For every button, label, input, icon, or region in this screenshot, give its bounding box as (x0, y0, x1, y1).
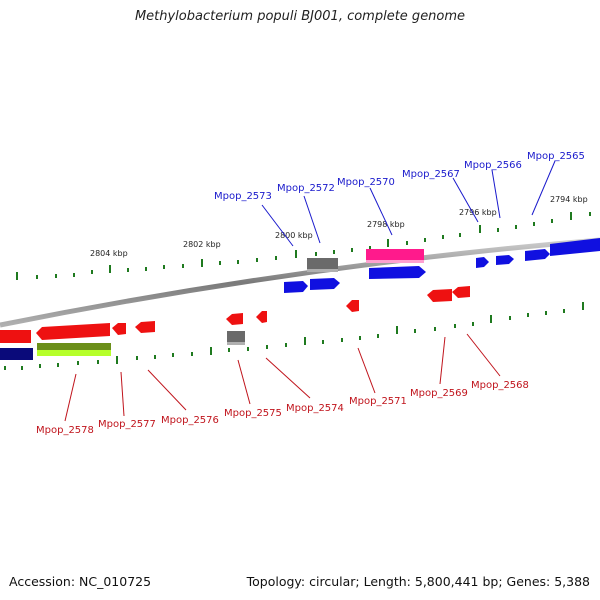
gene-reverse[interactable] (226, 313, 243, 325)
gene-forward[interactable] (369, 266, 426, 279)
gene-forward[interactable] (550, 238, 600, 256)
gene-label-top[interactable]: Mpop_2573 (214, 191, 272, 202)
gene-reverse[interactable] (427, 289, 452, 302)
reverse-strand-genes (0, 286, 470, 360)
gene-label-bottom[interactable]: Mpop_2571 (349, 396, 407, 407)
callout-lines-bottom (64, 333, 501, 422)
gene-label-top[interactable]: Mpop_2570 (337, 177, 395, 188)
gene-reverse[interactable] (36, 323, 110, 340)
gene-reverse[interactable] (256, 311, 267, 323)
gene-label-bottom[interactable]: Mpop_2578 (36, 425, 94, 436)
gene-navy[interactable] (0, 348, 33, 360)
gene-forward[interactable] (525, 249, 550, 261)
kbp-label: 2794 kbp (550, 195, 588, 204)
gene-reverse[interactable] (346, 300, 359, 312)
kbp-label: 2800 kbp (275, 231, 313, 240)
accession-label: Accession: NC_010725 (9, 574, 152, 589)
gene-reverse[interactable] (452, 286, 470, 298)
gene-label-bottom[interactable]: Mpop_2575 (224, 408, 282, 419)
gene-label-top[interactable]: Mpop_2567 (402, 169, 460, 180)
gene-forward[interactable] (284, 281, 308, 293)
gene-label-bottom[interactable]: Mpop_2568 (471, 380, 529, 391)
genome-backbone (0, 237, 600, 328)
gene-reverse[interactable] (135, 321, 155, 333)
gene-pseudo[interactable] (227, 331, 245, 342)
gene-label-top[interactable]: Mpop_2565 (527, 151, 585, 162)
gene-reverse[interactable] (0, 330, 31, 343)
kbp-label: 2804 kbp (90, 249, 128, 258)
gene-rna[interactable] (366, 249, 424, 260)
callout-lines-top (261, 160, 556, 247)
gene-forward[interactable] (496, 255, 514, 265)
gene-label-bottom[interactable]: Mpop_2576 (161, 415, 219, 426)
map-title: Methylobacterium populi BJ001, complete … (134, 9, 466, 24)
kbp-label: 2796 kbp (459, 208, 497, 217)
gene-reverse[interactable] (112, 323, 126, 335)
gene-pseudo[interactable] (307, 258, 338, 269)
gene-label-top[interactable]: Mpop_2566 (464, 160, 522, 171)
topology-label: Topology: circular; Length: 5,800,441 bp… (246, 574, 590, 589)
gene-forward[interactable] (310, 278, 340, 290)
gene-label-bottom[interactable]: Mpop_2574 (286, 403, 344, 414)
gene-label-bottom[interactable]: Mpop_2569 (410, 388, 468, 399)
tick-row-lower (4, 302, 584, 370)
kbp-label: 2798 kbp (367, 220, 405, 229)
gene-lime[interactable] (37, 343, 111, 352)
gene-label-bottom[interactable]: Mpop_2577 (98, 419, 156, 430)
gene-forward[interactable] (476, 257, 489, 268)
gene-label-top[interactable]: Mpop_2572 (277, 183, 335, 194)
tick-row-upper (16, 212, 591, 280)
forward-strand-genes (284, 238, 600, 293)
kbp-label: 2802 kbp (183, 240, 221, 249)
